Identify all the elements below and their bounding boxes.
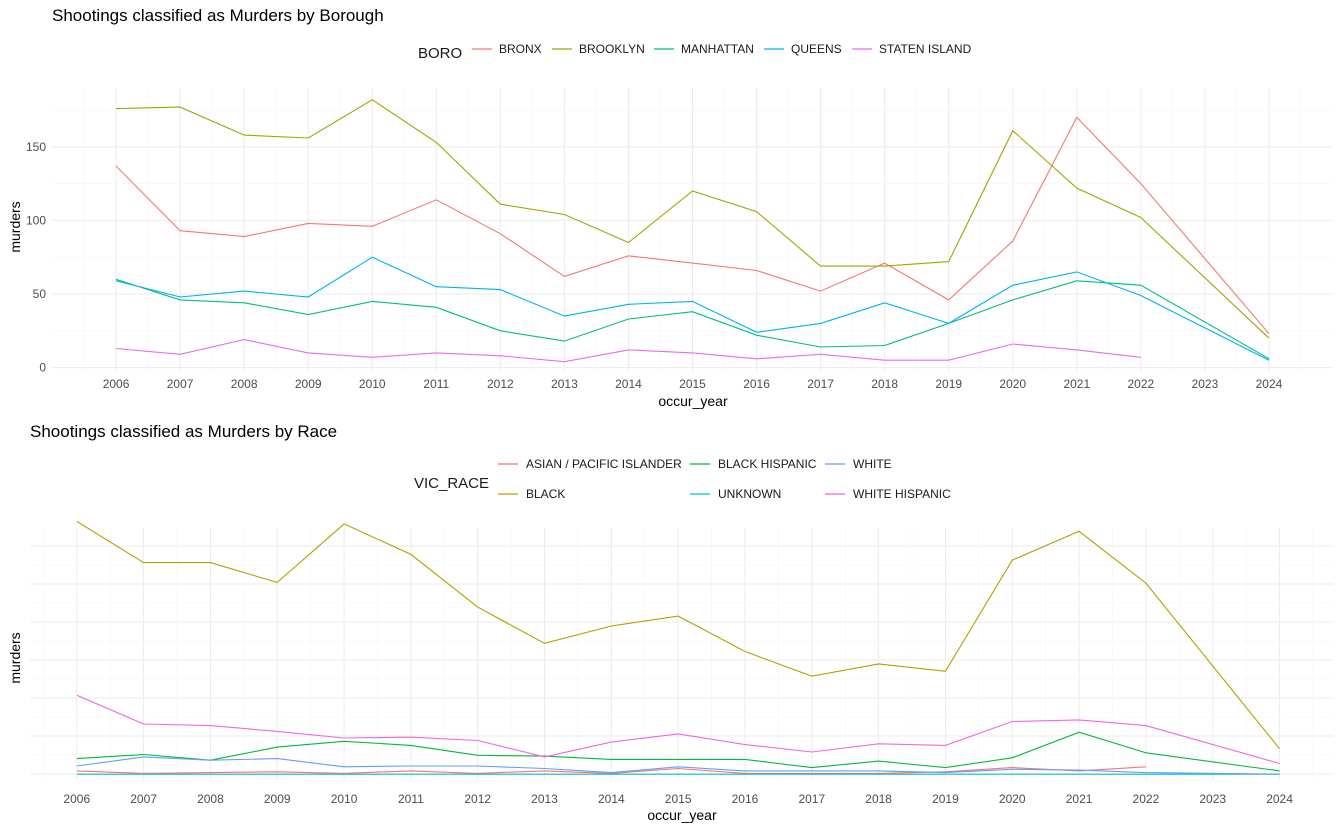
borough-legend-title: BORO — [418, 45, 462, 62]
race-x-tick-label: 2017 — [798, 792, 825, 806]
borough-plot-area: 0 50 100 150 2006 2007 2008 2009 2010 2011 2012 201… — [26, 88, 1333, 391]
borough-x-tick-label: 2023 — [1192, 377, 1219, 391]
borough-x-tick-label: 2024 — [1256, 377, 1283, 391]
legend-label-manhattan: MANHATTAN — [681, 42, 754, 56]
borough-y-axis-title: murders — [7, 201, 23, 252]
legend-item-white: WHITE — [825, 457, 892, 471]
series-line-manhattan — [115, 278, 1270, 360]
legend-label-staten-island: STATEN ISLAND — [879, 42, 972, 56]
series-line-staten-island — [115, 339, 1141, 363]
race-legend-title: VIC_RACE — [414, 475, 489, 492]
borough-x-tick-label: 2007 — [167, 377, 194, 391]
legend-item-black-hispanic: BLACK HISPANIC — [690, 457, 817, 471]
race-chart-title: Shootings classified as Murders by Race — [30, 422, 337, 441]
series-line-bronx — [115, 116, 1270, 335]
race-y-axis-title: murders — [7, 632, 23, 683]
race-plot-area: 2006 2007 2008 2009 2010 2011 2012 2013 2014 2015… — [30, 520, 1333, 806]
series-line-white — [76, 756, 1280, 775]
legend-item-staten-island: STATEN ISLAND — [852, 42, 972, 56]
race-x-axis-title: occur_year — [647, 807, 717, 823]
race-x-tick-label: 2014 — [598, 792, 625, 806]
borough-x-tick-label: 2011 — [423, 377, 449, 391]
race-x-tick-label: 2010 — [331, 792, 358, 806]
borough-legend: BORO BRONX BROOKLYN MANHATTAN QUEENS STATEN I… — [418, 42, 972, 62]
race-x-tick-label: 2021 — [1066, 792, 1093, 806]
legend-item-queens: QUEENS — [764, 42, 842, 56]
borough-x-tick-label: 2008 — [231, 377, 258, 391]
borough-y-tick-label: 0 — [39, 361, 46, 375]
borough-x-tick-label: 2021 — [1063, 377, 1090, 391]
race-x-tick-label: 2022 — [1133, 792, 1160, 806]
legend-item-unknown: UNKNOWN — [690, 487, 781, 501]
series-line-black — [76, 520, 1280, 750]
race-series-group — [76, 520, 1280, 775]
race-x-tick-label: 2019 — [932, 792, 959, 806]
race-x-tick-label: 2013 — [531, 792, 558, 806]
borough-chart-title: Shootings classified as Murders by Borou… — [52, 6, 384, 25]
borough-y-tick-label: 100 — [26, 213, 46, 227]
legend-item-bronx: BRONX — [472, 42, 542, 56]
legend-label-bronx: BRONX — [499, 42, 542, 56]
borough-chart: Shootings classified as Murders by Borou… — [7, 6, 1333, 409]
borough-gridlines — [52, 88, 1333, 372]
race-x-tick-label: 2016 — [732, 792, 759, 806]
race-x-tick-label: 2006 — [63, 792, 90, 806]
borough-x-tick-label: 2020 — [999, 377, 1026, 391]
legend-label-brooklyn: BROOKLYN — [579, 42, 645, 56]
borough-x-tick-label: 2018 — [871, 377, 898, 391]
race-x-tick-label: 2011 — [398, 792, 424, 806]
series-line-asian-pacific-islander — [76, 766, 1146, 774]
legend-item-white-hispanic: WHITE HISPANIC — [825, 487, 951, 501]
race-x-tick-label: 2008 — [197, 792, 224, 806]
legend-label-white-hispanic: WHITE HISPANIC — [853, 487, 951, 501]
legend-label-unknown: UNKNOWN — [718, 487, 781, 501]
race-x-tick-label: 2012 — [464, 792, 491, 806]
race-chart: Shootings classified as Murders by Race … — [7, 422, 1333, 823]
legend-label-queens: QUEENS — [791, 42, 842, 56]
legend-label-white: WHITE — [853, 457, 892, 471]
legend-item-brooklyn: BROOKLYN — [552, 42, 645, 56]
series-line-queens — [115, 256, 1270, 361]
series-line-white-hispanic — [76, 694, 1280, 765]
borough-y-tick-label: 150 — [26, 140, 46, 154]
borough-x-tick-label: 2012 — [487, 377, 514, 391]
race-x-tick-label: 2007 — [130, 792, 157, 806]
race-x-tick-label: 2024 — [1266, 792, 1293, 806]
borough-x-tick-label: 2016 — [743, 377, 770, 391]
race-gridlines — [30, 528, 1333, 780]
race-x-tick-label: 2018 — [865, 792, 892, 806]
borough-x-tick-label: 2019 — [935, 377, 962, 391]
race-legend: VIC_RACE ASIAN / PACIFIC ISLANDER BLACK BLA… — [414, 457, 951, 501]
borough-x-tick-label: 2022 — [1127, 377, 1154, 391]
borough-x-tick-label: 2017 — [807, 377, 834, 391]
borough-y-tick-label: 50 — [33, 287, 47, 301]
borough-x-tick-label: 2014 — [615, 377, 642, 391]
legend-label-black: BLACK — [526, 487, 565, 501]
race-x-tick-label: 2015 — [665, 792, 692, 806]
legend-label-asian-pacific-islander: ASIAN / PACIFIC ISLANDER — [526, 457, 682, 471]
legend-label-black-hispanic: BLACK HISPANIC — [718, 457, 817, 471]
series-line-black-hispanic — [76, 731, 1280, 772]
series-line-brooklyn — [115, 99, 1270, 339]
borough-x-tick-label: 2015 — [679, 377, 706, 391]
race-x-tick-label: 2020 — [999, 792, 1026, 806]
race-x-tick-label: 2009 — [264, 792, 291, 806]
legend-item-asian-pacific-islander: ASIAN / PACIFIC ISLANDER — [498, 457, 682, 471]
legend-item-manhattan: MANHATTAN — [654, 42, 754, 56]
borough-x-tick-label: 2010 — [359, 377, 386, 391]
borough-x-tick-label: 2009 — [295, 377, 322, 391]
race-x-tick-label: 2023 — [1199, 792, 1226, 806]
borough-x-axis-title: occur_year — [658, 393, 728, 409]
borough-series-group — [115, 99, 1270, 363]
legend-item-black: BLACK — [498, 487, 565, 501]
borough-x-tick-label: 2013 — [551, 377, 578, 391]
borough-x-tick-label: 2006 — [103, 377, 130, 391]
